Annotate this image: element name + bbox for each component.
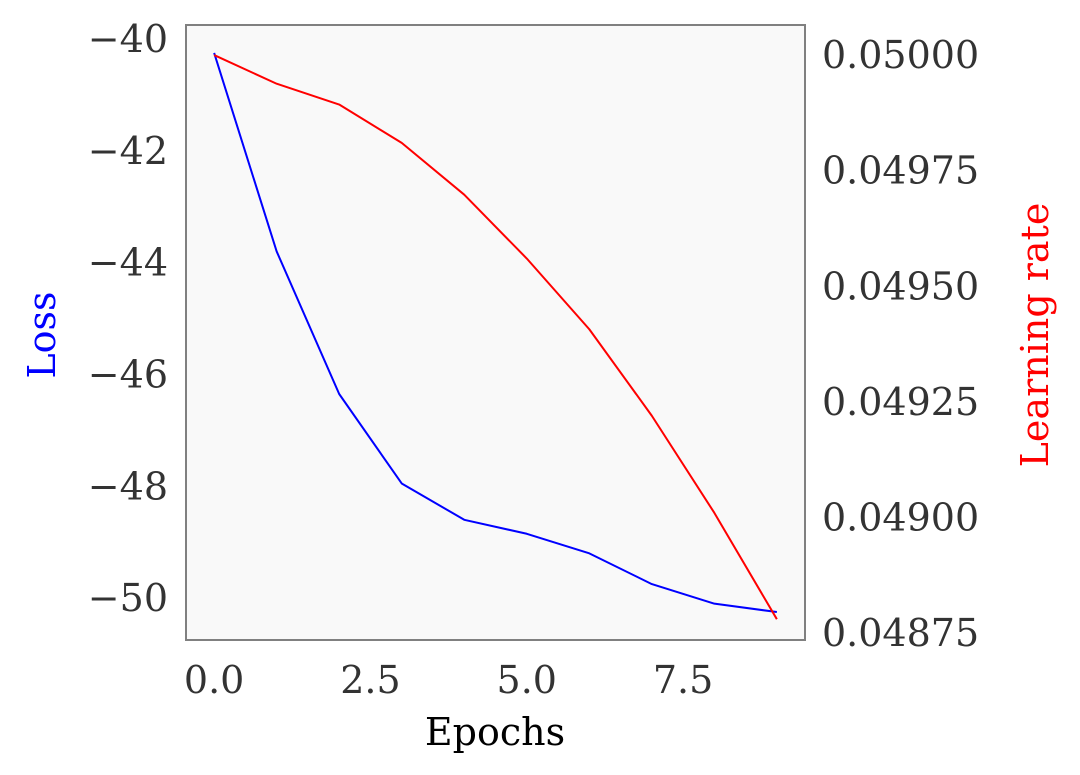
x-tick-label: 2.5 — [340, 658, 400, 702]
series-line-loss — [213, 52, 777, 614]
y-right-tick-label: 0.04900 — [822, 495, 979, 539]
plot-area — [186, 25, 805, 640]
series-line-learning-rate — [213, 54, 778, 620]
y-right-tick-label: 0.04975 — [822, 149, 979, 193]
y-left-tick-label: −44 — [88, 241, 168, 285]
x-axis-title: Epochs — [425, 710, 565, 754]
y-left-tick-label: −40 — [88, 17, 168, 61]
y-left-tick-label: −48 — [88, 464, 168, 508]
x-tick-label: 7.5 — [653, 658, 713, 702]
y-left-tick-labels: −40 −42 −44 −46 −48 −50 — [88, 17, 168, 620]
y-right-tick-label: 0.04875 — [822, 611, 979, 655]
y-left-axis-title: Loss — [20, 291, 64, 378]
y-right-tick-label: 0.04950 — [822, 264, 979, 308]
y-left-tick-label: −46 — [88, 352, 168, 396]
x-tick-label: 0.0 — [184, 658, 244, 702]
x-tick-label: 5.0 — [497, 658, 557, 702]
y-right-tick-label: 0.05000 — [822, 33, 979, 77]
plot-frame — [185, 24, 806, 641]
y-left-tick-label: −50 — [88, 576, 168, 620]
x-tick-labels: 0.0 2.5 5.0 7.5 — [184, 658, 713, 702]
y-right-tick-labels: 0.05000 0.04975 0.04950 0.04925 0.04900 0.048… — [822, 33, 979, 655]
y-right-tick-label: 0.04925 — [822, 380, 979, 424]
y-right-axis-title: Learning rate — [1013, 203, 1057, 468]
series-layer — [213, 52, 778, 620]
y-left-tick-label: −42 — [88, 129, 168, 173]
